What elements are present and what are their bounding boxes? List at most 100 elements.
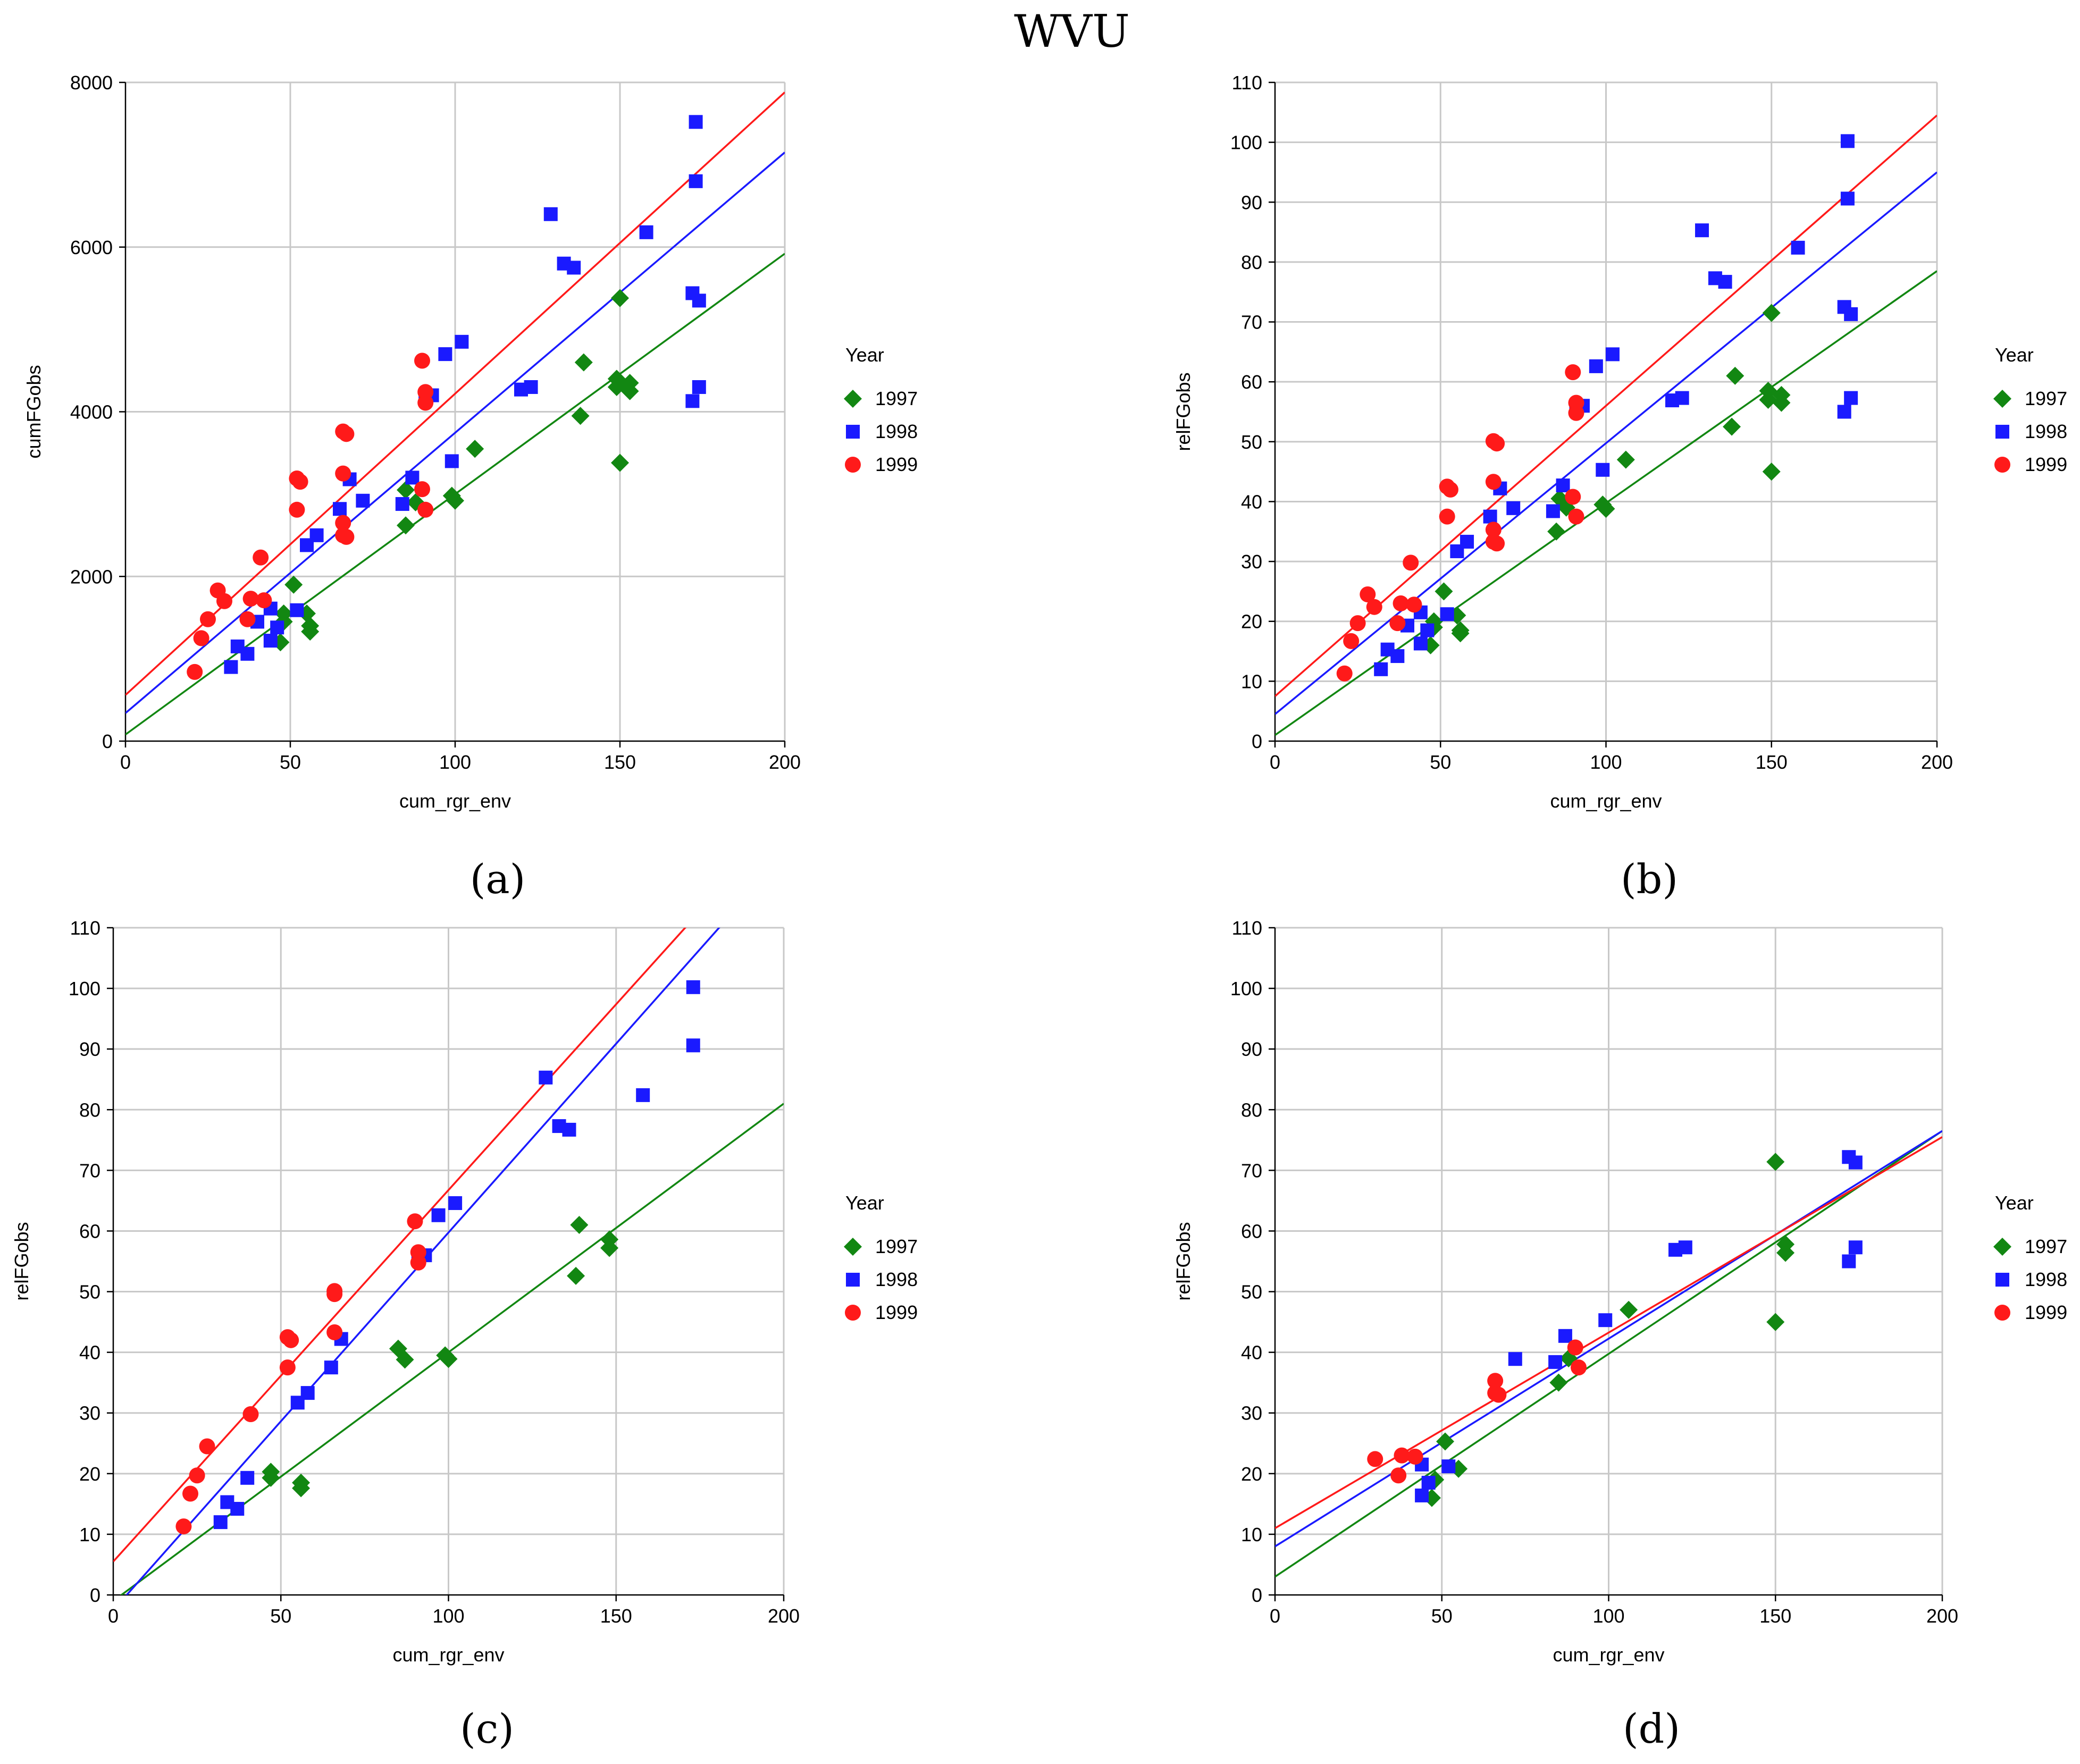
legend-title: Year [845,1192,884,1214]
point-1998 [1837,405,1851,419]
legend-label-1997: 1997 [875,388,918,409]
point-1998 [300,1386,315,1400]
point-1999 [410,1254,426,1271]
fit-line-1998 [125,928,720,1595]
point-1999 [189,1467,205,1484]
point-1999 [200,611,216,627]
y-tick-label: 40 [1241,491,1262,513]
point-1997 [396,1350,414,1369]
point-1998 [1374,662,1388,676]
point-1997 [284,575,303,594]
legend-marker-1998 [1995,425,2009,439]
point-1997 [600,1230,619,1249]
point-1998 [1483,509,1497,524]
point-1998 [543,207,558,221]
x-tick-label: 100 [1592,1605,1624,1627]
point-1998 [524,380,538,394]
point-1998 [1506,501,1521,515]
point-1999 [1565,364,1581,381]
point-1999 [256,592,272,609]
legend-title: Year [1995,344,2034,366]
point-1998 [1848,1155,1863,1170]
point-1998 [240,1471,255,1485]
point-1999 [335,465,351,482]
y-tick-label: 20 [1241,1463,1262,1485]
point-1999 [1487,1373,1504,1389]
point-1997 [611,453,629,472]
legend-label-1999: 1999 [875,1301,918,1323]
point-1999 [199,1438,215,1455]
point-1999 [417,501,434,518]
x-tick-label: 0 [1270,751,1280,773]
legend-marker-1998 [1995,1273,2009,1287]
point-1997 [567,1266,585,1285]
y-axis-title: relFGobs [1172,1222,1194,1300]
legend: Year 1997 1998 1999 [1993,344,2067,475]
point-1998 [686,1038,700,1053]
point-1998 [689,115,703,129]
point-1998 [1508,1352,1522,1366]
y-tick-label: 20 [79,1463,100,1485]
y-tick-label: 20 [1241,611,1262,633]
y-tick-label: 30 [79,1402,100,1424]
point-1998 [270,620,284,635]
point-1998 [240,646,255,661]
point-1999 [1485,522,1502,538]
point-1999 [193,630,209,646]
point-1999 [182,1485,199,1502]
point-1999 [417,394,434,411]
legend: Year 1997 1998 1999 [844,1192,918,1323]
point-1997 [292,1479,311,1498]
point-1997 [301,617,320,635]
point-1998 [692,380,706,394]
x-axis-title: cum_rgr_env [399,790,511,812]
x-tick-label: 50 [1430,751,1451,773]
x-axis-title: cum_rgr_env [1550,790,1662,812]
legend-title: Year [1995,1192,2034,1214]
fit-line-1998 [125,152,785,714]
y-tick-label: 90 [1241,191,1262,213]
x-tick-label: 150 [1756,751,1788,773]
point-1997 [1435,582,1453,601]
point-1998 [1596,463,1610,477]
point-1999 [1442,481,1458,498]
y-tick-label: 50 [1241,1281,1262,1303]
x-tick-label: 50 [280,751,301,773]
point-1999 [335,515,351,531]
point-1998 [1441,1459,1456,1474]
point-1999 [1366,599,1382,615]
point-1998 [448,1196,463,1210]
point-1997 [620,374,639,392]
fit-line-1998 [1275,1130,1942,1548]
panel-label-c: (c) [460,1705,514,1752]
fit-line-1997 [1275,1130,1942,1578]
legend-label-1998: 1998 [875,421,918,442]
point-1998 [1598,1313,1613,1328]
y-tick-label: 90 [1241,1038,1262,1060]
point-1998 [213,1515,228,1530]
point-1997 [607,369,626,388]
point-1999 [326,1286,343,1303]
y-tick-label: 30 [1241,1402,1262,1424]
fit-line-1998 [1275,171,1937,715]
point-1998 [1678,1240,1692,1255]
x-tick-label: 200 [1926,1605,1958,1627]
y-tick-label: 50 [79,1281,100,1303]
x-tick-label: 150 [1759,1605,1791,1627]
point-1997 [439,1350,458,1368]
point-1999 [1439,508,1455,525]
legend-label-1997: 1997 [875,1236,918,1257]
point-1999 [326,1324,343,1340]
point-1999 [292,474,308,490]
x-tick-label: 100 [1590,751,1622,773]
point-1999 [289,501,305,518]
point-1997 [1762,463,1781,481]
panel-label-a: (a) [470,855,526,903]
point-1998 [1556,478,1570,493]
point-1998 [1546,504,1560,518]
point-1998 [685,394,700,408]
y-tick-label: 60 [79,1220,100,1242]
fit-line-1999 [1275,1136,1942,1530]
x-tick-label: 150 [600,1605,632,1627]
point-1997 [1597,499,1615,518]
